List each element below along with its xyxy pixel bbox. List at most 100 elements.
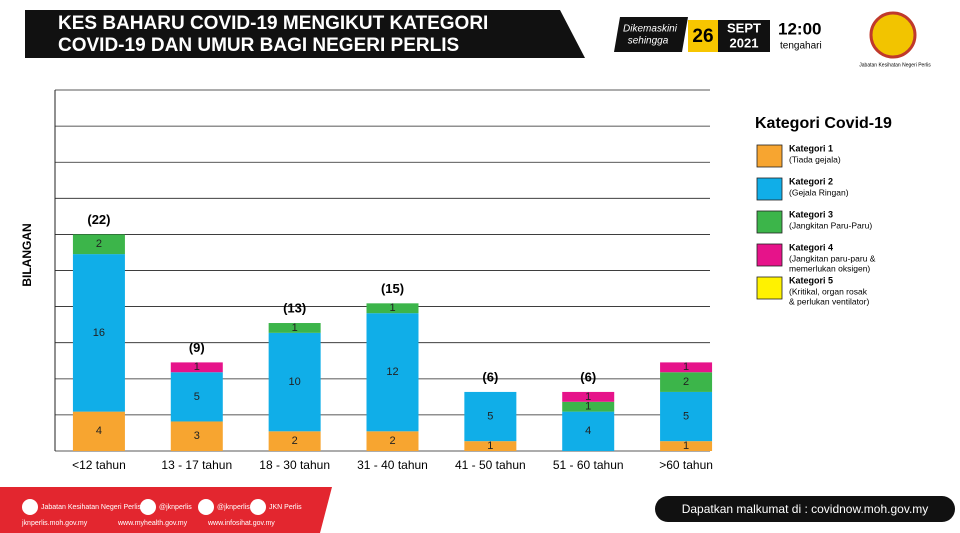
legend-description: (Gejala Ringan) — [789, 187, 849, 197]
legend-swatch — [756, 243, 783, 267]
y-axis-label: BILANGAN — [20, 223, 34, 286]
social-handle: @jknperlis — [217, 504, 250, 511]
total-label: (22) — [87, 212, 110, 227]
legend-swatch — [756, 276, 783, 300]
x-tick-label: 18 - 30 tahun — [259, 458, 330, 472]
bar-segment — [268, 332, 321, 432]
legend-name: Kategori 4 — [789, 242, 833, 252]
logo — [869, 11, 917, 59]
legend-description: (Kritikal, organ rosak — [789, 286, 868, 296]
legend-name: Kategori 1 — [789, 143, 833, 153]
bar-segment — [268, 431, 321, 451]
legend-swatch — [756, 210, 783, 234]
day-box — [688, 20, 718, 52]
bar-segment — [366, 303, 419, 314]
x-tick-label: 13 - 17 tahun — [161, 458, 232, 472]
time-label: tengahari — [780, 41, 822, 52]
month-box — [718, 20, 770, 52]
legend-swatch — [756, 177, 783, 201]
bar-segment — [562, 391, 615, 402]
segment-label: 12 — [386, 366, 398, 378]
website: jknperlis.moh.gov.my — [21, 520, 88, 527]
segment-label: 1 — [585, 401, 591, 413]
title-line: COVID-19 DAN UMUR BAGI NEGERI PERLIS — [58, 35, 459, 56]
x-tick-label: <12 tahun — [72, 458, 126, 472]
website: www.myhealth.gov.my — [117, 520, 188, 527]
segment-label: 2 — [96, 238, 102, 250]
title-banner — [25, 10, 585, 58]
bar-segment — [464, 391, 517, 442]
social-icon — [198, 499, 214, 515]
month: SEPT — [727, 20, 761, 35]
bar-segment — [660, 362, 713, 373]
segment-label: 1 — [585, 391, 591, 403]
legend-description: (Tiada gejala) — [789, 154, 841, 164]
segment-label: 1 — [683, 361, 689, 373]
segment-label: 2 — [292, 435, 298, 447]
social-icon — [140, 499, 156, 515]
time: 12:00 — [778, 19, 821, 38]
footer-banner — [0, 487, 332, 533]
segment-label: 5 — [683, 410, 689, 422]
segment-label: 5 — [487, 410, 493, 422]
title-line: KES BAHARU COVID-19 MENGIKUT KATEGORI — [58, 13, 488, 34]
segment-label: 16 — [93, 327, 105, 339]
x-tick-label: 41 - 50 tahun — [455, 458, 526, 472]
social-handle: @jknperlis — [159, 504, 192, 511]
social-handle: JKN Perlis — [269, 504, 302, 511]
segment-label: 4 — [96, 425, 102, 437]
segment-label: 1 — [683, 440, 689, 452]
x-tick-label: 31 - 40 tahun — [357, 458, 428, 472]
total-label: (15) — [381, 281, 404, 296]
legend-description-cont: memerlukan oksigen) — [789, 263, 870, 273]
bar-segment — [170, 372, 223, 422]
segment-label: 1 — [194, 361, 200, 373]
bar-segment — [268, 323, 321, 333]
segment-label: 2 — [389, 435, 395, 447]
segment-label: 5 — [194, 391, 200, 403]
segment-label: 2 — [683, 376, 689, 388]
segment-label: 1 — [389, 302, 395, 314]
bar-segment — [562, 401, 615, 412]
total-label: (9) — [189, 340, 205, 355]
total-label: (6) — [482, 369, 498, 384]
segment-label: 10 — [289, 376, 301, 388]
bar-segment — [170, 362, 223, 373]
date-box — [614, 17, 688, 52]
logo-text: Jabatan Kesihatan Negeri Perlis — [859, 62, 931, 68]
bar-segment — [660, 391, 713, 442]
year: 2021 — [730, 35, 759, 50]
segment-label: 3 — [194, 430, 200, 442]
bar-segment — [72, 411, 125, 451]
bar-segment — [464, 441, 517, 451]
x-tick-label: >60 tahun — [659, 458, 713, 472]
bar-segment — [170, 421, 223, 451]
bar-segment — [562, 411, 615, 451]
legend-name: Kategori 2 — [789, 176, 833, 186]
bar-segment — [660, 372, 713, 392]
website: www.infosihat.gov.my — [207, 520, 275, 527]
total-label: (13) — [283, 300, 306, 315]
social-icon — [250, 499, 266, 515]
bar-segment — [72, 234, 125, 255]
legend-swatch — [756, 144, 783, 168]
segment-label: 4 — [585, 425, 591, 437]
social-icon — [22, 499, 38, 515]
segment-label: 1 — [487, 440, 493, 452]
bar-segment — [72, 254, 125, 412]
bar-segment — [366, 313, 419, 432]
legend-name: Kategori 5 — [789, 275, 833, 285]
updated-label: sehingga — [628, 36, 669, 47]
info-text: Dapatkan malkumat di : covidnow.moh.gov.… — [682, 502, 929, 516]
legend-title: Kategori Covid-19 — [755, 115, 892, 132]
bar-segment — [660, 441, 713, 451]
total-label: (6) — [580, 369, 596, 384]
x-tick-label: 51 - 60 tahun — [553, 458, 624, 472]
info-pill — [655, 496, 955, 522]
legend-name: Kategori 3 — [789, 209, 833, 219]
bar-segment — [366, 431, 419, 451]
segment-label: 1 — [292, 322, 298, 334]
legend-description: (Jangkitan paru-paru & — [789, 253, 876, 263]
legend-description: (Jangkitan Paru-Paru) — [789, 220, 872, 230]
